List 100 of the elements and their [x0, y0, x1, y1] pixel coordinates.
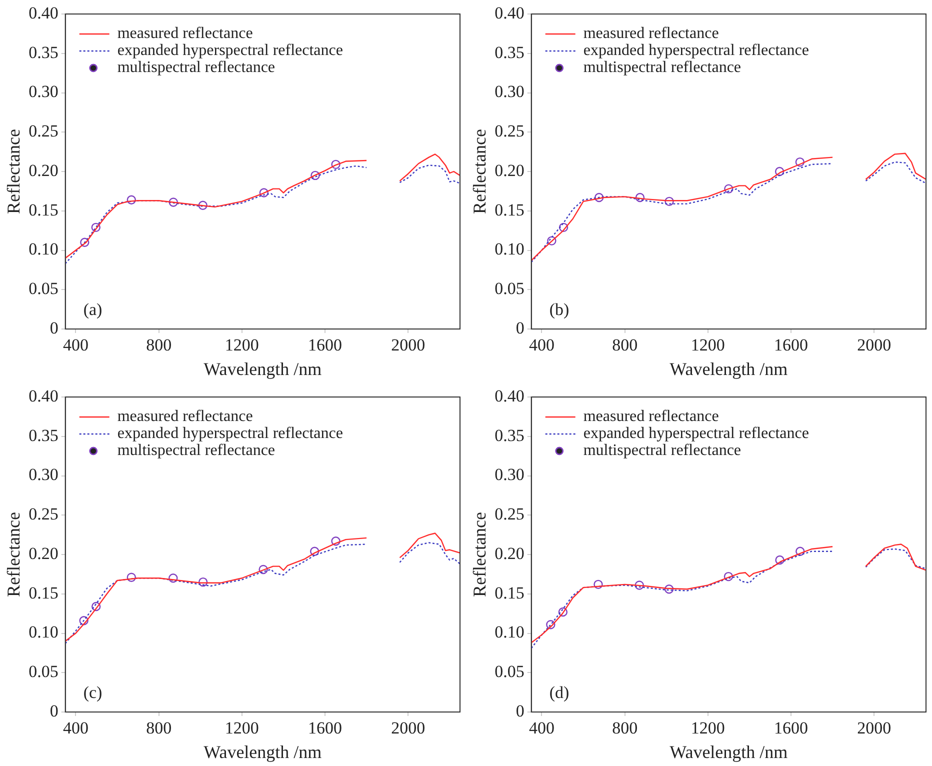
point	[91, 602, 101, 612]
y-tick-label: 0	[516, 701, 524, 720]
point	[724, 572, 734, 582]
y-tick-label: 0.35	[494, 426, 524, 445]
y-tick-label: 0.05	[494, 279, 524, 298]
point	[795, 157, 805, 167]
y-axis-title: Reflectance	[4, 512, 24, 597]
y-tick-label: 0.10	[494, 622, 524, 642]
legend-label: multispectral reflectance	[583, 442, 742, 460]
x-tick-label: 800	[146, 718, 172, 738]
annotation: (a)	[83, 300, 102, 319]
y-tick-label: 0.15	[28, 583, 58, 602]
point	[594, 580, 603, 590]
y-tick-label: 0.05	[28, 662, 58, 682]
point	[775, 555, 784, 565]
x-tick-label: 1200	[224, 336, 259, 355]
y-tick-label: 0.20	[494, 160, 524, 180]
x-tick-label: 800	[612, 336, 638, 355]
annotation: (c)	[83, 682, 102, 702]
y-tick-label: 0.25	[494, 504, 524, 524]
y-tick-label: 0.10	[494, 240, 524, 259]
y-axis-title: Reflectance	[470, 129, 490, 214]
legend-label: expanded hyperspectral reflectance	[583, 425, 809, 442]
y-tick-label: 0.40	[494, 3, 524, 22]
point	[168, 574, 178, 583]
x-tick-label: 2000	[391, 336, 426, 355]
x-axis-title: Wavelength /nm	[670, 358, 788, 379]
legend-label: expanded hyperspectral reflectance	[583, 42, 809, 60]
legend-label: measured reflectance	[583, 408, 719, 426]
legend-label: multispectral reflectance	[583, 59, 742, 76]
point	[635, 192, 645, 202]
x-tick-label: 1200	[690, 718, 725, 738]
x-tick-label: 800	[146, 336, 172, 355]
point	[331, 160, 340, 170]
x-tick-label: 2000	[391, 718, 426, 738]
y-tick-label: 0.20	[494, 544, 524, 563]
x-tick-label: 400	[62, 336, 88, 355]
y-tick-label: 0.25	[28, 504, 58, 524]
y-tick-label: 0.40	[28, 3, 58, 22]
y-axis-title: Reflectance	[4, 129, 24, 214]
x-tick-label: 800	[612, 718, 638, 738]
point	[198, 200, 208, 210]
x-tick-label: 1600	[308, 336, 342, 355]
annotation: (d)	[549, 682, 570, 702]
y-tick-label: 0.25	[28, 122, 58, 141]
legend-label: multispectral reflectance	[117, 442, 276, 460]
point	[198, 577, 208, 587]
point	[126, 572, 136, 582]
point	[774, 166, 784, 176]
y-tick-label: 0.15	[494, 583, 524, 602]
y-tick-label: 0.30	[28, 465, 58, 484]
y-tick-label: 0	[50, 701, 58, 720]
point	[594, 192, 604, 202]
x-tick-label: 1200	[224, 718, 259, 738]
y-tick-label: 0.15	[28, 200, 58, 220]
x-tick-label: 400	[528, 336, 554, 355]
point	[547, 236, 556, 246]
y-tick-label: 0.20	[28, 544, 58, 563]
y-tick-label: 0.35	[494, 42, 524, 62]
point	[558, 222, 568, 232]
point	[664, 584, 674, 594]
y-tick-label: 0.40	[28, 386, 58, 406]
x-axis-title: Wavelength /nm	[204, 358, 322, 379]
x-tick-label: 2000	[857, 336, 892, 355]
y-tick-label: 0.05	[494, 662, 524, 682]
point	[91, 222, 100, 232]
legend-label: multispectral reflectance	[117, 59, 276, 76]
point	[796, 546, 805, 556]
point	[546, 620, 556, 630]
point	[168, 198, 178, 207]
y-tick-label: 0.10	[28, 622, 58, 642]
y-tick-label: 0.15	[494, 200, 524, 220]
y-tick-label: 0.30	[494, 82, 524, 102]
y-tick-label: 0.10	[28, 240, 58, 259]
y-tick-label: 0.35	[28, 42, 58, 62]
legend-label: measured reflectance	[117, 25, 253, 42]
y-tick-label: 0.35	[28, 426, 58, 445]
point	[80, 238, 90, 247]
legend-label: expanded hyperspectral reflectance	[117, 425, 343, 442]
y-tick-label: 0.40	[494, 386, 524, 406]
x-tick-label: 1600	[774, 336, 808, 355]
point	[310, 170, 320, 180]
y-tick-label: 0	[50, 318, 58, 338]
point	[664, 196, 674, 206]
point	[79, 616, 88, 626]
legend-label: measured reflectance	[117, 408, 253, 426]
point	[331, 536, 340, 546]
x-axis-title: Wavelength /nm	[204, 742, 322, 762]
point	[310, 546, 320, 556]
point	[126, 195, 136, 204]
y-tick-label: 0.25	[494, 122, 524, 141]
x-tick-label: 2000	[857, 718, 892, 738]
point	[258, 564, 268, 574]
y-tick-label: 0	[516, 318, 524, 338]
annotation: (b)	[549, 300, 570, 319]
y-axis-title: Reflectance	[470, 512, 490, 597]
legend-label: measured reflectance	[583, 25, 719, 42]
x-tick-label: 400	[62, 718, 88, 738]
y-tick-label: 0.30	[494, 465, 524, 484]
y-tick-label: 0.05	[28, 279, 58, 298]
